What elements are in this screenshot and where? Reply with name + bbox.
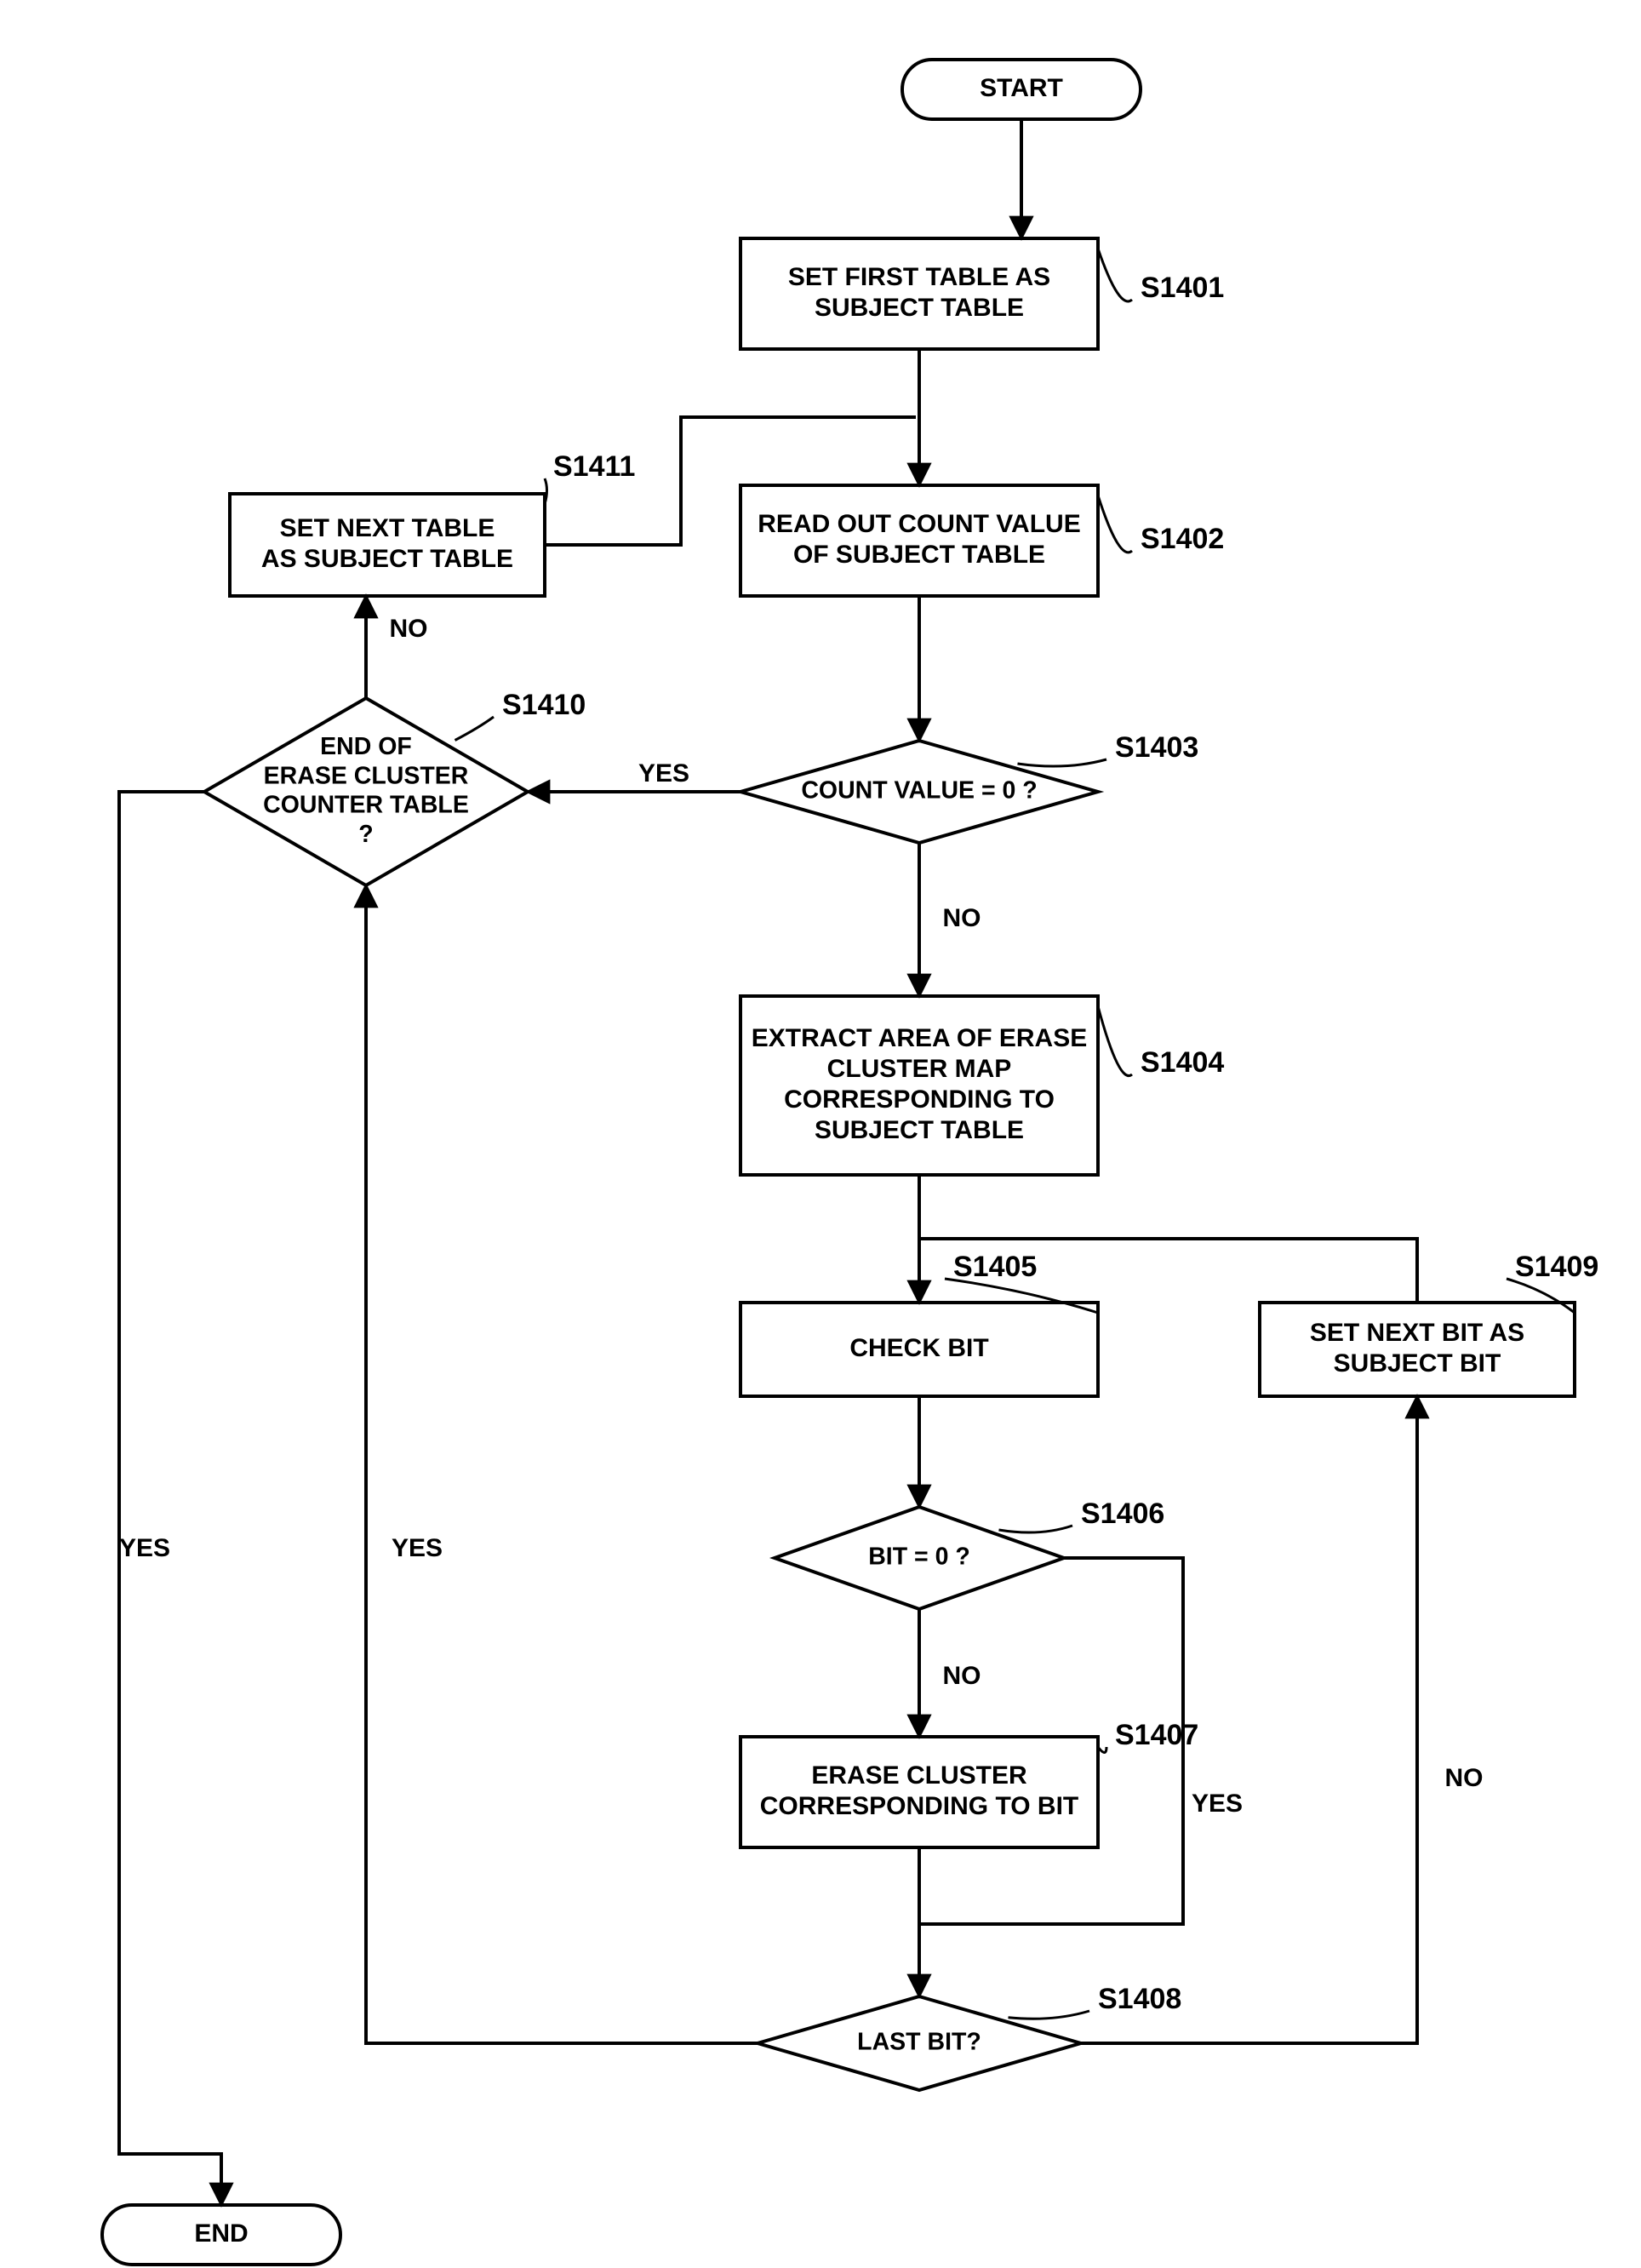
svg-text:S1405: S1405 [953,1251,1037,1283]
svg-text:OF SUBJECT TABLE: OF SUBJECT TABLE [793,541,1045,569]
svg-text:SUBJECT BIT: SUBJECT BIT [1334,1349,1501,1377]
svg-text:S1406: S1406 [1081,1498,1164,1530]
svg-text:CLUSTER MAP: CLUSTER MAP [827,1055,1012,1083]
svg-text:SET NEXT TABLE: SET NEXT TABLE [280,514,495,542]
svg-text:SUBJECT TABLE: SUBJECT TABLE [815,1116,1024,1144]
edge-label-s1408_yes: YES [392,1534,443,1562]
edge-label-s1408_no: NO [1445,1764,1484,1792]
flowchart: START END SET FIRST TABLE AS SUBJECT TABLE S… [0,0,1641,2268]
svg-text:S1402: S1402 [1141,523,1224,555]
svg-text:COUNTER TABLE: COUNTER TABLE [263,792,469,819]
edge-label-s1410_yes: YES [119,1534,170,1562]
svg-text:ERASE CLUSTER: ERASE CLUSTER [811,1761,1027,1790]
svg-text:?: ? [358,821,373,848]
svg-text:CHECK BIT: CHECK BIT [849,1334,988,1362]
svg-text:READ OUT COUNT VALUE: READ OUT COUNT VALUE [758,510,1080,538]
svg-text:START: START [980,74,1063,102]
svg-text:S1411: S1411 [553,450,635,483]
svg-text:S1408: S1408 [1098,1983,1181,2015]
svg-text:S1401: S1401 [1141,272,1224,304]
svg-text:BIT = 0 ?: BIT = 0 ? [868,1544,970,1571]
svg-text:CORRESPONDING TO BIT: CORRESPONDING TO BIT [760,1792,1078,1820]
svg-text:END: END [194,2219,248,2248]
edge-label-s1406_no: NO [943,1662,981,1690]
svg-text:END OF: END OF [320,733,412,760]
edge-label-s1410_no: NO [390,615,428,643]
svg-text:EXTRACT AREA OF ERASE: EXTRACT AREA OF ERASE [752,1024,1087,1052]
svg-text:SET FIRST TABLE AS: SET FIRST TABLE AS [788,263,1050,291]
svg-text:S1403: S1403 [1115,731,1198,764]
svg-text:COUNT VALUE = 0 ?: COUNT VALUE = 0 ? [801,777,1037,805]
svg-text:S1404: S1404 [1141,1046,1224,1079]
svg-text:ERASE CLUSTER: ERASE CLUSTER [264,762,469,789]
edge-label-s1403_no: NO [943,904,981,932]
svg-text:SUBJECT TABLE: SUBJECT TABLE [815,294,1024,322]
svg-text:AS SUBJECT TABLE: AS SUBJECT TABLE [261,545,513,573]
svg-text:CORRESPONDING TO: CORRESPONDING TO [784,1085,1055,1114]
svg-text:S1409: S1409 [1515,1251,1598,1283]
svg-text:LAST BIT?: LAST BIT? [857,2029,981,2056]
svg-text:SET NEXT BIT AS: SET NEXT BIT AS [1310,1319,1524,1347]
edge-label-s1403_yes: YES [638,759,689,788]
edge-label-s1406_yes: YES [1192,1790,1243,1818]
svg-text:S1407: S1407 [1115,1719,1198,1751]
svg-text:S1410: S1410 [502,689,586,721]
